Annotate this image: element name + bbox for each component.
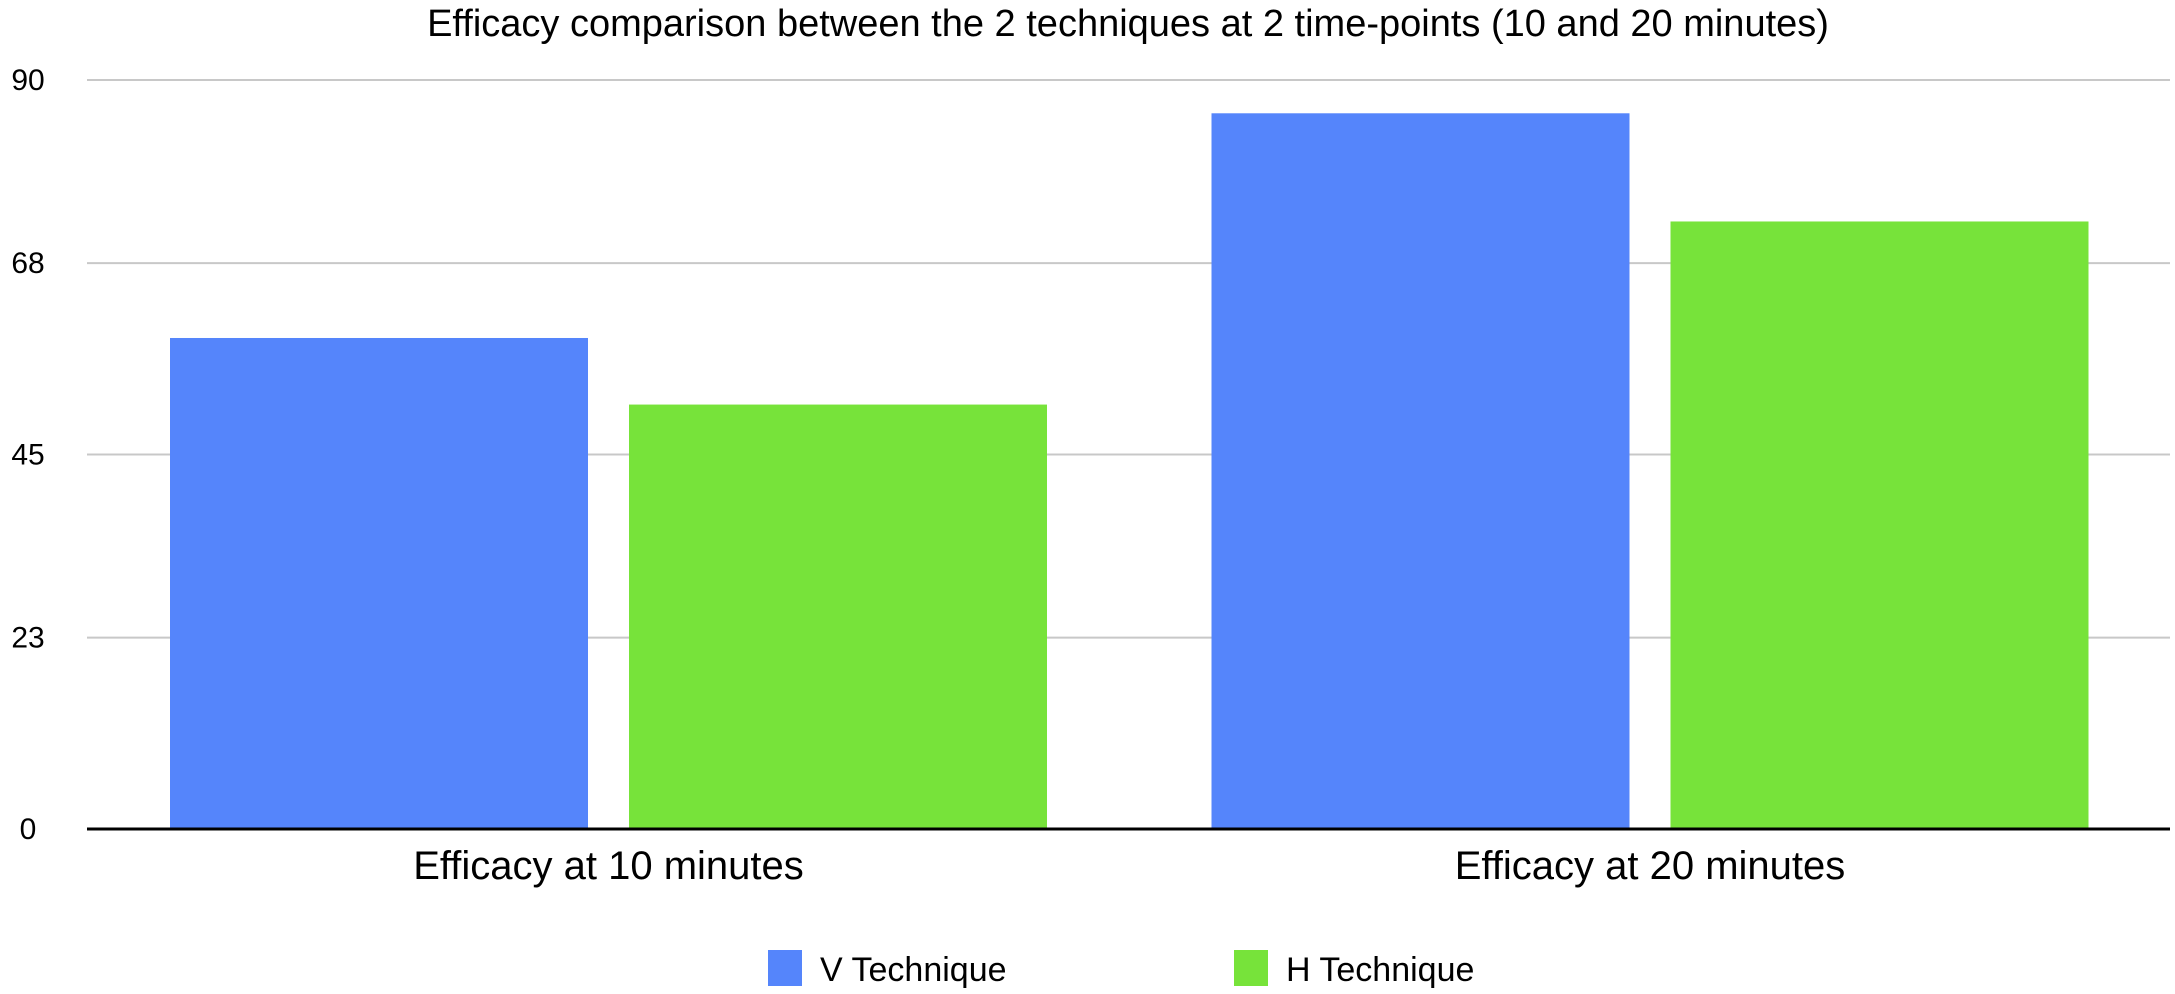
y-tick-label: 23 [11, 622, 44, 655]
y-tick-label: 45 [11, 439, 44, 472]
bar-h-technique [629, 404, 1047, 829]
y-tick-label: 90 [11, 64, 44, 97]
axes: 0 23 45 68 90 Efficacy at 10 minutes Efficacy … [11, 64, 2170, 888]
y-tick-label: 68 [11, 247, 44, 280]
x-category-label: Efficacy at 10 minutes [413, 844, 804, 888]
bar-h-technique [1670, 221, 2089, 829]
legend-label: H Technique [1286, 951, 1474, 989]
bar-v-technique [1211, 113, 1630, 830]
legend-swatch [1234, 950, 1268, 986]
legend-swatch [768, 950, 802, 986]
legend-label: V Technique [820, 951, 1007, 989]
x-category-label: Efficacy at 20 minutes [1455, 844, 1846, 888]
legend: V Technique H Technique [768, 950, 1474, 989]
bars [170, 113, 2089, 830]
bar-v-technique [170, 337, 588, 829]
y-tick-label: 0 [20, 813, 37, 846]
chart-title: Efficacy comparison between the 2 techni… [427, 3, 1829, 45]
